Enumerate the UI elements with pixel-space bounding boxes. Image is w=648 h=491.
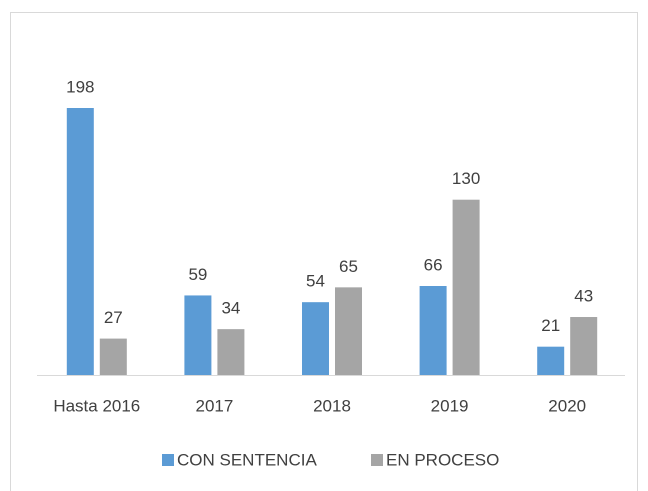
data-label: 59 — [188, 265, 207, 284]
x-tick-label: 2018 — [313, 396, 351, 415]
data-label: 43 — [574, 286, 593, 305]
legend-label: EN PROCESO — [386, 450, 499, 469]
chart-frame — [10, 12, 638, 491]
x-tick-label: 2017 — [195, 396, 233, 415]
bar — [302, 302, 329, 375]
bar — [419, 286, 447, 375]
data-label: 21 — [541, 316, 560, 335]
x-tick-label: 2019 — [431, 396, 469, 415]
data-label: 54 — [306, 272, 325, 291]
bar — [452, 199, 480, 375]
legend-label: CON SENTENCIA — [177, 450, 317, 469]
data-label: 27 — [104, 308, 123, 327]
bar — [335, 287, 362, 375]
bar — [66, 108, 94, 375]
bar — [184, 295, 212, 375]
data-label: 130 — [452, 169, 480, 188]
bar — [537, 346, 565, 375]
x-tick-label: 2020 — [548, 396, 586, 415]
bar — [99, 338, 127, 375]
data-label: 65 — [339, 257, 358, 276]
data-label: 66 — [424, 255, 443, 274]
data-label: 34 — [221, 299, 240, 318]
data-label: 198 — [66, 77, 94, 96]
legend-swatch — [162, 454, 174, 466]
x-tick-label: Hasta 2016 — [53, 396, 140, 415]
legend-swatch — [371, 454, 383, 466]
bar — [570, 317, 598, 375]
bar — [217, 329, 245, 375]
